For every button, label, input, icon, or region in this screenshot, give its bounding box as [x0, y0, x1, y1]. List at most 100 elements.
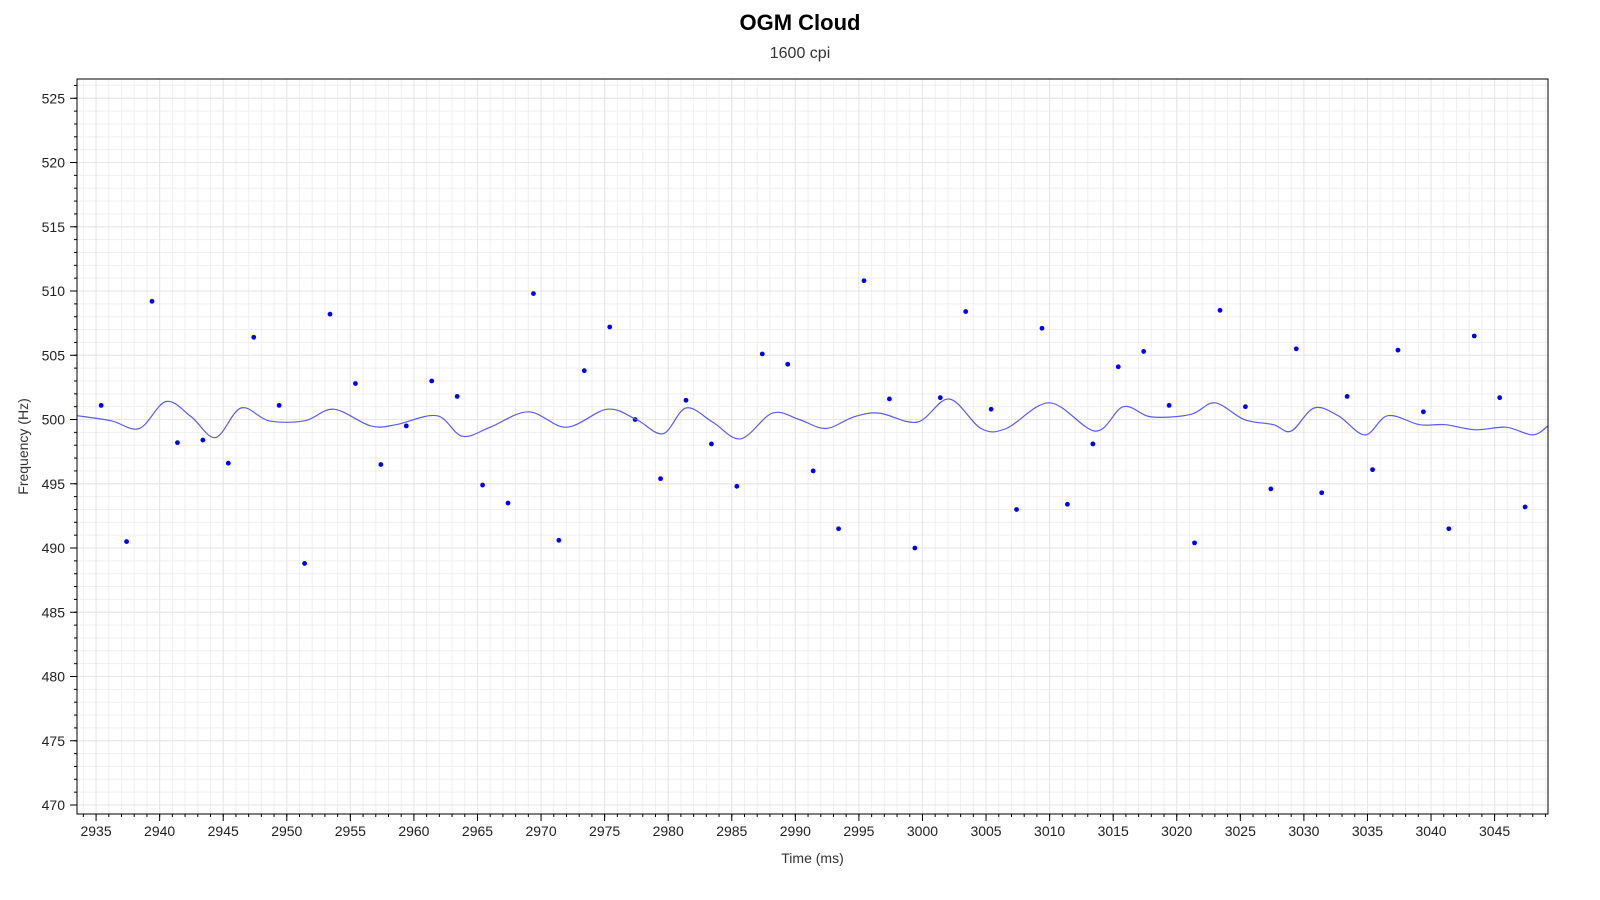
data-point: [581, 368, 587, 374]
y-tick-label: 480: [42, 669, 66, 685]
data-point: [98, 402, 104, 408]
data-point: [276, 402, 282, 408]
data-point: [658, 476, 663, 482]
y-tick-label: 495: [42, 476, 66, 492]
data-point: [480, 482, 485, 488]
data-point: [734, 483, 740, 489]
x-tick-label: 3000: [907, 823, 938, 839]
x-tick-label: 2970: [525, 823, 556, 839]
plot-area-frame: [76, 78, 1549, 815]
data-point: [1522, 504, 1528, 510]
data-point: [1090, 441, 1096, 447]
x-tick-label: 2960: [398, 823, 429, 839]
x-tick-label: 2955: [335, 823, 366, 839]
data-point: [327, 311, 333, 317]
data-point: [1192, 540, 1197, 546]
data-point: [429, 378, 435, 384]
y-tick-label: 500: [42, 412, 66, 428]
x-tick-label: 3030: [1288, 823, 1319, 839]
x-tick-label: 3015: [1098, 823, 1129, 839]
data-point: [1446, 526, 1452, 532]
x-tick-label: 3005: [970, 823, 1001, 839]
data-point: [709, 441, 714, 447]
data-point: [251, 334, 257, 340]
x-tick-label: 3045: [1479, 823, 1510, 839]
data-point: [836, 526, 841, 532]
data-point: [302, 561, 307, 566]
data-point: [403, 423, 409, 429]
x-tick-label: 2940: [144, 823, 175, 839]
data-point: [1065, 501, 1070, 507]
data-point: [1014, 507, 1019, 512]
chart-subtitle: 1600 cpi: [769, 45, 831, 62]
data-point: [810, 468, 816, 474]
data-point: [353, 381, 358, 386]
data-point: [988, 406, 994, 412]
data-point: [1421, 409, 1426, 415]
x-tick-label: 2990: [780, 823, 811, 839]
grid-layer: [77, 79, 1548, 814]
data-point: [556, 537, 562, 543]
data-point: [1344, 393, 1350, 399]
y-tick-label: 510: [42, 283, 66, 299]
data-point: [759, 351, 765, 357]
data-point: [912, 545, 918, 551]
x-tick-label: 3010: [1034, 823, 1065, 839]
axis-layer: 2935 2940 2945 2950 2955 2960 2965 2970 2975 2980…: [42, 84, 1546, 839]
series-layer: [77, 278, 1548, 566]
x-tick-label: 2935: [80, 823, 111, 839]
data-point: [937, 395, 943, 401]
data-point: [1293, 346, 1299, 352]
data-point: [1471, 333, 1477, 339]
x-tick-label: 2995: [843, 823, 874, 839]
data-point: [454, 393, 460, 399]
data-point: [1319, 490, 1325, 496]
data-point: [1217, 307, 1223, 313]
x-tick-label: 2945: [208, 823, 239, 839]
data-point: [175, 440, 180, 446]
data-point: [505, 500, 511, 506]
data-point: [1268, 486, 1274, 492]
data-point: [1395, 347, 1401, 353]
y-tick-label: 515: [42, 219, 66, 235]
y-tick-label: 520: [42, 155, 66, 171]
data-point: [1141, 349, 1147, 354]
data-point: [378, 462, 384, 467]
x-tick-label: 2980: [653, 823, 684, 839]
x-tick-label: 2985: [716, 823, 747, 839]
data-point: [149, 298, 155, 304]
y-tick-label: 490: [42, 540, 66, 556]
y-tick-label: 485: [42, 604, 66, 620]
chart-title: OGM Cloud: [739, 10, 861, 35]
x-tick-label: 3040: [1415, 823, 1446, 839]
y-tick-label: 475: [42, 733, 66, 749]
data-point: [963, 309, 969, 314]
x-tick-label: 2975: [589, 823, 620, 839]
data-point: [887, 396, 892, 402]
data-point: [683, 397, 689, 403]
y-tick-label: 525: [42, 90, 66, 106]
data-point: [1039, 325, 1045, 331]
data-point: [200, 437, 206, 443]
data-point: [531, 291, 536, 296]
data-point: [861, 278, 867, 284]
data-point: [1243, 404, 1248, 410]
x-axis-title: Time (ms): [781, 850, 843, 866]
frequency-curve-line: [77, 398, 1548, 440]
y-axis-title: Frequency (Hz): [15, 398, 31, 494]
y-tick-label: 470: [42, 797, 66, 813]
x-tick-label: 2950: [271, 823, 302, 839]
x-tick-label: 2965: [462, 823, 493, 839]
data-point: [1497, 395, 1503, 401]
x-tick-label: 3035: [1352, 823, 1383, 839]
data-point: [1115, 364, 1121, 370]
data-point: [607, 324, 613, 330]
x-tick-label: 3020: [1161, 823, 1192, 839]
data-point: [124, 539, 129, 544]
data-point: [785, 361, 791, 367]
data-point: [1166, 402, 1172, 408]
x-tick-label: 3025: [1225, 823, 1256, 839]
y-tick-label: 505: [42, 347, 66, 363]
data-point: [225, 460, 231, 466]
